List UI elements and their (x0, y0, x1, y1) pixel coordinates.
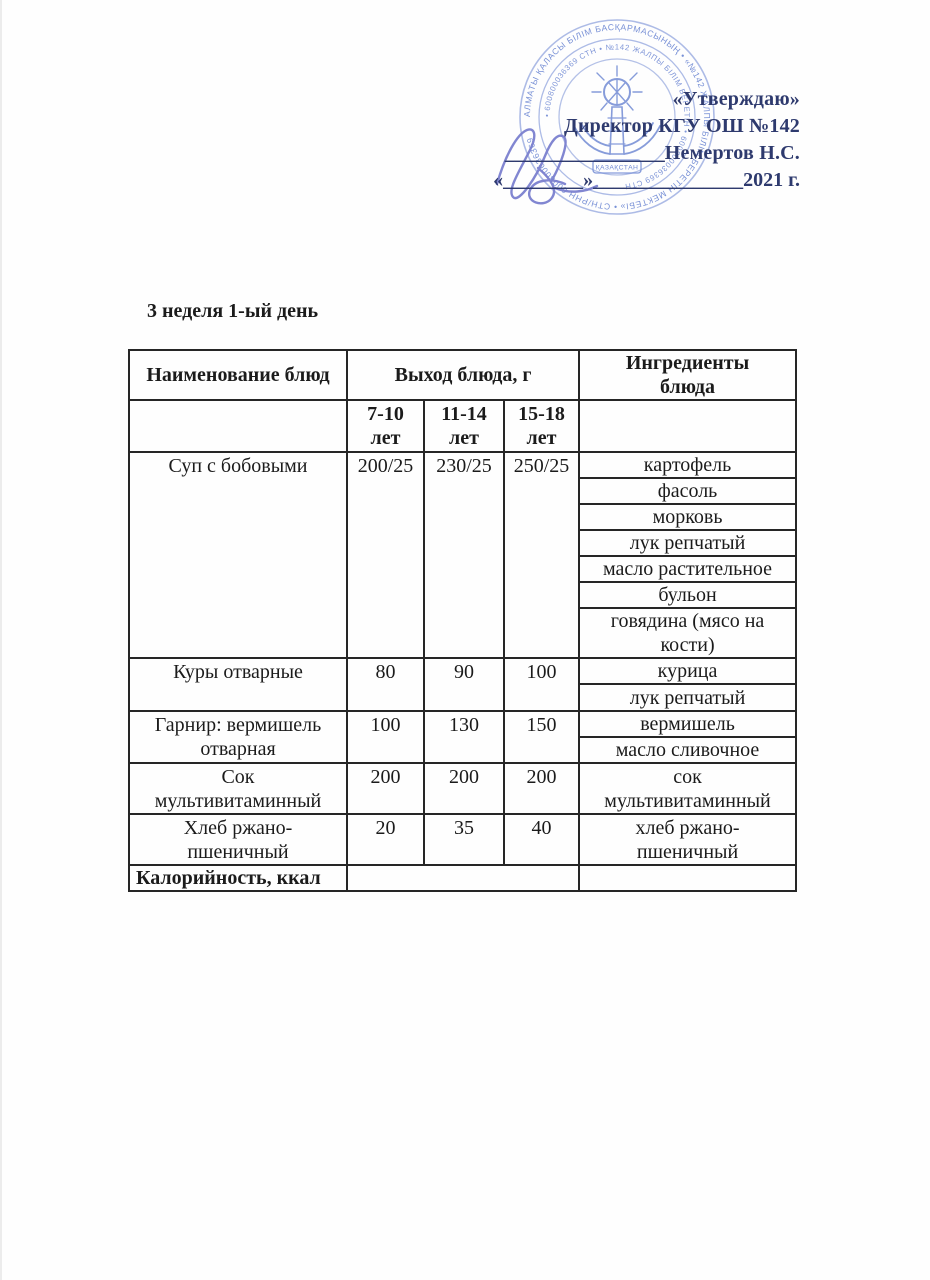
portion-cell: 80 (346, 657, 425, 712)
calories-ingredients-cell (578, 864, 798, 892)
calories-label-cell: Калорийность, ккал (128, 864, 348, 892)
portion-cell: 200 (502, 762, 581, 815)
ingredient-cell: курица (578, 657, 798, 685)
approval-director-line: Директор КГУ ОШ №142 (563, 115, 800, 137)
header-empty-cell (128, 399, 348, 453)
kazakhstan-emblem-icon (573, 65, 661, 174)
approval-date-line: «________»_______________2021 г. (493, 169, 800, 191)
portion-cell: 200/25 (346, 451, 425, 659)
scan-edge-shadow (0, 0, 2, 1280)
dish-name-cell: Суп с бобовыми (128, 451, 348, 659)
portion-cell: 150 (502, 710, 581, 764)
ingredient-cell: морковь (578, 503, 798, 531)
ingredient-cell: картофель (578, 451, 798, 479)
stamp-emblem-label: ҚАЗАҚСТАН (596, 165, 639, 172)
portion-cell: 230/25 (423, 451, 505, 659)
header-age-7-10: 7-10 лет (346, 399, 425, 453)
dish-name-cell: Куры отварные (128, 657, 348, 712)
ingredient-cell: фасоль (578, 477, 798, 505)
portion-cell: 130 (423, 710, 505, 764)
ingredient-cell: бульон (578, 581, 798, 609)
portion-cell: 35 (423, 813, 505, 866)
portion-cell: 250/25 (502, 451, 581, 659)
portion-cell: 200 (423, 762, 505, 815)
calories-value-cell (345, 864, 581, 892)
stamp-circles (519, 19, 715, 215)
director-signature (495, 128, 599, 205)
approval-block: «Утверждаю» Директор КГУ ОШ №142 _______… (380, 86, 800, 194)
dish-name-cell: Сок мультивитаминный (128, 762, 348, 815)
header-age-11-14: 11-14 лет (423, 399, 505, 453)
approval-signature-line: ________________Немертов Н.С. (380, 140, 800, 167)
page-title: 3 неделя 1-ый день (147, 300, 319, 322)
portion-cell: 40 (502, 813, 581, 866)
director-name: Немертов Н.С. (664, 142, 800, 164)
ingredient-cell: говядина (мясо на кости) (578, 607, 798, 659)
header-age-15-18: 15-18 лет (502, 399, 581, 453)
ingredient-cell: сок мультивитаминный (578, 762, 798, 815)
portion-cell: 100 (346, 710, 425, 764)
header-empty-cell (578, 399, 798, 453)
ingredient-cell: масло сливочное (578, 736, 798, 764)
header-dish: Наименование блюд (128, 349, 348, 401)
ingredient-cell: масло растительное (578, 555, 798, 583)
portion-cell: 100 (502, 657, 581, 712)
portion-cell: 20 (346, 813, 425, 866)
dish-name-cell: Хлеб ржано- пшеничный (128, 813, 348, 866)
ingredient-cell: лук репчатый (578, 683, 798, 712)
header-output: Выход блюда, г (345, 349, 581, 401)
portion-cell: 200 (346, 762, 425, 815)
menu-table: Наименование блюд Выход блюда, г Ингреди… (128, 349, 798, 892)
dish-name-cell: Гарнир: вермишель отварная (128, 710, 348, 764)
header-ingredients: Ингредиенты блюда (578, 349, 798, 401)
official-stamp: АЛМАТЫ ҚАЛАСЫ БІЛІМ БАСҚАРМАСЫНЫҢ • «№14… (519, 19, 715, 215)
signature-underline: ________________ (504, 142, 665, 164)
ingredient-cell: лук репчатый (578, 529, 798, 557)
approval-approve-line: «Утверждаю» (672, 88, 800, 110)
ingredient-cell: вермишель (578, 710, 798, 738)
portion-cell: 90 (423, 657, 505, 712)
ingredient-cell: хлеб ржано- пшеничный (578, 813, 798, 866)
